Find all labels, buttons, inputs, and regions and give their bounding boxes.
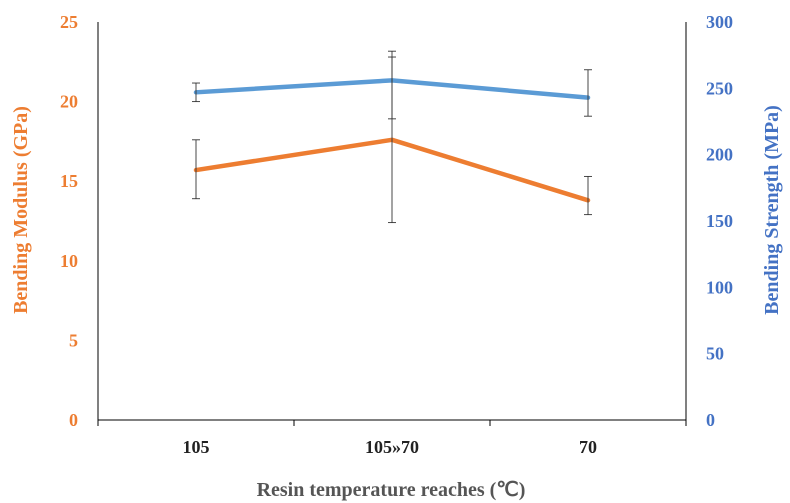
left-axis-tick-label: 15 <box>60 171 78 191</box>
right-axis-tick-label: 150 <box>706 211 733 231</box>
axes <box>97 22 687 426</box>
right-axis-title: Bending Strength (MPa) <box>761 105 783 315</box>
right-axis-ticks: 0 50 100 150 200 250 300 <box>706 12 733 430</box>
right-axis-tick-label: 250 <box>706 78 733 98</box>
x-axis-title: Resin temperature reaches (℃) <box>257 479 526 501</box>
right-axis-tick-label: 50 <box>706 344 724 364</box>
left-axis-tick-label: 0 <box>69 410 78 430</box>
x-axis-tick-label: 70 <box>579 437 597 457</box>
x-axis-tick-label: 105 <box>183 437 210 457</box>
left-axis-title: Bending Modulus (GPa) <box>10 106 32 314</box>
left-axis-tick-label: 10 <box>60 251 78 271</box>
right-axis-tick-label: 300 <box>706 12 733 32</box>
left-axis-tick-label: 5 <box>69 330 78 350</box>
right-axis-tick-label: 200 <box>706 145 733 165</box>
right-axis-tick-label: 100 <box>706 277 733 297</box>
x-axis-tick-label: 105»70 <box>365 437 419 457</box>
left-axis-ticks: 0 5 10 15 20 25 <box>60 12 78 430</box>
x-axis-ticks: 105 105»70 70 <box>183 437 598 457</box>
error-bars <box>192 50 592 224</box>
right-axis-tick-label: 0 <box>706 410 715 430</box>
left-axis-tick-label: 25 <box>60 12 78 32</box>
left-axis-tick-label: 20 <box>60 92 78 112</box>
